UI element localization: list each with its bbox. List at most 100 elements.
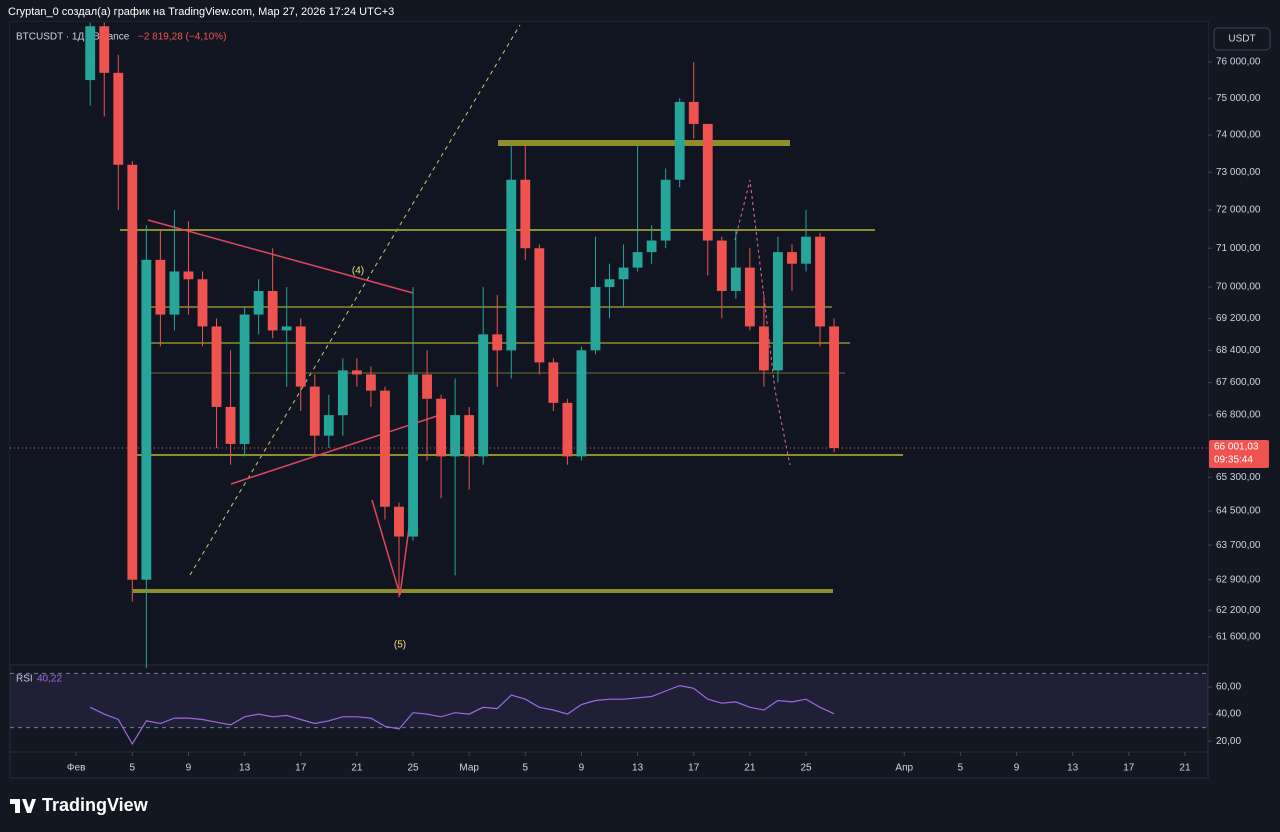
y-tick-label: 73 000,00 [1216,167,1261,178]
candle-body [590,287,601,351]
x-tick-label: Мар [459,763,479,774]
candle-body [632,252,643,268]
candle-body [618,267,629,280]
candle-body [829,326,839,449]
candle-body [239,314,250,444]
x-tick-label: 5 [130,763,136,774]
x-tick-label: Апр [895,763,913,774]
last-price-tag [1209,440,1269,469]
candle-body [169,271,180,315]
candle-body [183,271,194,280]
y-tick-label: 65 300,00 [1216,472,1261,483]
candle-body [787,252,797,264]
rsi-band [10,673,1208,728]
projection [734,179,791,466]
candle-body [337,370,348,416]
candle-body [394,506,404,537]
y-tick-label: 69 200,00 [1216,313,1261,324]
x-tick-label: 17 [688,763,700,774]
currency[interactable]: USDT [1228,34,1255,45]
candle-body [113,72,124,165]
countdown: 09:35:44 [1214,455,1253,466]
y-tick-label: 70 000,00 [1216,282,1261,293]
x-tick-label: 13 [239,763,251,774]
candle-body [127,164,138,580]
candle-body [323,415,334,436]
candle-body [436,398,447,457]
candle-body [309,386,320,436]
candle-body [562,402,573,457]
candle-body [99,26,110,73]
candle-body [281,326,292,331]
x-tick-label: 9 [186,763,192,774]
candle-body [366,374,376,391]
candle-body [225,406,236,444]
candle-body [520,179,531,249]
candle-body [646,240,657,253]
rsi-line [89,684,835,746]
x-tick-label: 25 [407,763,419,774]
rsi-name: RSI [16,674,33,685]
candle-body [85,26,96,81]
x-tick-label: 13 [632,763,644,774]
x-tick-label: 17 [1123,763,1135,774]
symbol: BTCUSDT · 1Д · Binance [16,32,130,43]
change: −2 819,28 (−4,10%) [138,32,226,43]
y-tick-label: 64 500,00 [1216,506,1261,517]
rsi-tick-label: 20,00 [1216,736,1241,747]
logo-icon [10,799,36,813]
candle-body [267,290,278,331]
currency-button[interactable] [1213,27,1271,51]
y-tick-label: 72 000,00 [1216,205,1261,216]
x-tick-label: 21 [744,763,756,774]
x-tick-label: 13 [1067,763,1079,774]
x-tick-label: 17 [295,763,307,774]
author-line: Cryptan_0 создал(а) график на TradingVie… [8,6,394,18]
y-tick-label: 66 800,00 [1216,410,1261,421]
candle-body [604,279,615,288]
candle-body [253,290,264,315]
y-tick-label: 62 900,00 [1216,574,1261,585]
trend-line [189,24,521,576]
candle-body [464,415,475,457]
x-tick-label: 21 [351,763,363,774]
candle-body [380,390,390,507]
candle-body [660,179,671,241]
x-tick-label: 5 [958,763,964,774]
candle-body [758,326,769,371]
x-tick-label: 21 [1179,763,1191,774]
wave-label: (4) [352,266,364,277]
x-tick-label: 5 [523,763,529,774]
rsi-tick-label: 40,00 [1216,709,1241,720]
candle-body [478,334,489,457]
last-price-label: 66 001,03 [1214,442,1259,453]
rsi-tick-label: 60,00 [1216,682,1241,693]
logo: TradingView [10,795,149,815]
candle-body [408,374,418,537]
y-tick-label: 74 000,00 [1216,130,1261,141]
logo-text: TradingView [42,795,149,815]
wave-label: (5) [394,640,406,651]
y-tick-label: 67 600,00 [1216,377,1261,388]
candle-body [576,350,587,457]
wave-line [371,499,411,596]
candle-body [155,259,166,315]
y-tick-label: 63 700,00 [1216,540,1261,551]
candle-body [730,267,741,291]
candle-body [674,101,685,180]
candle-body [211,326,222,407]
candle-body [141,259,152,580]
candle-body [197,279,208,327]
drawings [120,24,903,596]
candle-body [548,362,559,403]
candle-body [492,334,503,351]
y-tick-label: 61 600,00 [1216,632,1261,643]
candle-body [815,236,825,327]
candle-body [702,123,713,241]
candle-body [534,248,545,363]
trend-line [147,219,414,294]
candle-body [422,374,432,399]
candle-body [744,267,755,327]
x-tick-label: 9 [579,763,585,774]
